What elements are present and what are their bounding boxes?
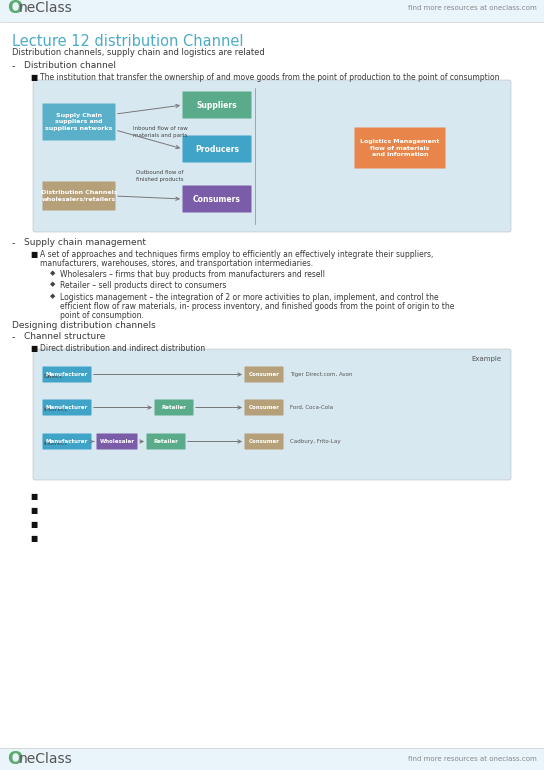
Text: Manufacturer: Manufacturer: [46, 405, 88, 410]
Text: neClass: neClass: [19, 1, 73, 15]
Text: Tiger Direct.com, Avon: Tiger Direct.com, Avon: [290, 372, 353, 377]
Text: The institution that transfer the ownership of and move goods from the point of : The institution that transfer the owners…: [40, 73, 499, 82]
Text: Channel structure: Channel structure: [24, 332, 106, 341]
FancyBboxPatch shape: [244, 400, 283, 416]
Text: Cadbury, Frito-Lay: Cadbury, Frito-Lay: [290, 439, 341, 444]
FancyBboxPatch shape: [244, 434, 283, 450]
FancyBboxPatch shape: [42, 434, 91, 450]
FancyBboxPatch shape: [244, 367, 283, 383]
FancyBboxPatch shape: [33, 80, 511, 232]
Text: efficient flow of raw materials, in- process inventory, and finished goods from : efficient flow of raw materials, in- pro…: [60, 302, 454, 311]
Text: Supply Chain
suppliers and
suppliers networks: Supply Chain suppliers and suppliers net…: [45, 113, 113, 131]
Text: ■: ■: [30, 492, 37, 501]
Text: Suppliers: Suppliers: [197, 101, 237, 109]
Text: Direct: Direct: [43, 374, 62, 379]
Text: Example: Example: [471, 356, 501, 362]
FancyBboxPatch shape: [355, 128, 446, 169]
Text: point of consumption.: point of consumption.: [60, 311, 144, 320]
Text: Consumers: Consumers: [193, 195, 241, 203]
FancyBboxPatch shape: [146, 434, 186, 450]
Text: A set of approaches and techniques firms employ to efficiently an effectively in: A set of approaches and techniques firms…: [40, 250, 434, 259]
Text: -: -: [12, 332, 15, 342]
Text: Consumer: Consumer: [249, 439, 280, 444]
Text: neClass: neClass: [19, 752, 73, 766]
Text: ■: ■: [30, 506, 37, 515]
Text: ■: ■: [30, 344, 37, 353]
Text: -: -: [12, 61, 15, 71]
FancyBboxPatch shape: [0, 748, 544, 770]
Text: O: O: [7, 0, 22, 17]
FancyBboxPatch shape: [42, 182, 115, 210]
FancyBboxPatch shape: [182, 136, 251, 162]
Text: ◆: ◆: [50, 281, 55, 287]
Text: ■: ■: [30, 250, 37, 259]
Text: ■: ■: [30, 520, 37, 529]
Text: Distribution Channels
wholesalers/retailers: Distribution Channels wholesalers/retail…: [41, 190, 118, 202]
Text: Inbound flow of raw
materials and parts: Inbound flow of raw materials and parts: [133, 126, 187, 138]
FancyBboxPatch shape: [42, 103, 115, 140]
Text: Supply chain management: Supply chain management: [24, 238, 146, 247]
Text: -: -: [12, 238, 15, 248]
Text: ■: ■: [30, 534, 37, 543]
Text: Retailer – sell products direct to consumers: Retailer – sell products direct to consu…: [60, 281, 226, 290]
FancyBboxPatch shape: [96, 434, 138, 450]
Text: Designing distribution channels: Designing distribution channels: [12, 321, 156, 330]
Text: Producers: Producers: [195, 145, 239, 153]
Text: Indirect: Indirect: [43, 407, 67, 412]
FancyBboxPatch shape: [182, 92, 251, 119]
Text: Lecture 12 distribution Channel: Lecture 12 distribution Channel: [12, 34, 244, 49]
Text: Logistics Management
flow of materials
and information: Logistics Management flow of materials a…: [360, 139, 440, 157]
Text: Wholesaler: Wholesaler: [100, 439, 134, 444]
Text: ◆: ◆: [50, 270, 55, 276]
FancyBboxPatch shape: [154, 400, 194, 416]
Text: Retailer: Retailer: [162, 405, 187, 410]
Text: find more resources at oneclass.com: find more resources at oneclass.com: [408, 5, 537, 11]
Text: O: O: [7, 750, 22, 768]
Text: Outbound flow of
finished products: Outbound flow of finished products: [136, 170, 184, 182]
FancyBboxPatch shape: [42, 400, 91, 416]
Text: Logistics management – the integration of 2 or more activities to plan, implemen: Logistics management – the integration o…: [60, 293, 438, 302]
Text: Consumer: Consumer: [249, 405, 280, 410]
Text: Indirect: Indirect: [43, 441, 67, 446]
FancyBboxPatch shape: [0, 0, 544, 22]
Text: manufacturers, warehouses, stores, and transportation intermediaries.: manufacturers, warehouses, stores, and t…: [40, 259, 313, 268]
Text: Direct distribution and indirect distribution: Direct distribution and indirect distrib…: [40, 344, 205, 353]
Text: Retailer: Retailer: [153, 439, 178, 444]
Text: Manufacturer: Manufacturer: [46, 372, 88, 377]
Text: Consumer: Consumer: [249, 372, 280, 377]
FancyBboxPatch shape: [182, 186, 251, 213]
FancyBboxPatch shape: [33, 349, 511, 480]
Text: ■: ■: [30, 73, 37, 82]
Text: Distribution channels, supply chain and logistics are related: Distribution channels, supply chain and …: [12, 48, 265, 57]
Text: Ford, Coca-Cola: Ford, Coca-Cola: [290, 405, 333, 410]
Text: Distribution channel: Distribution channel: [24, 61, 116, 70]
Text: Wholesalers – firms that buy products from manufacturers and resell: Wholesalers – firms that buy products fr…: [60, 270, 325, 279]
Text: find more resources at oneclass.com: find more resources at oneclass.com: [408, 756, 537, 762]
Text: ◆: ◆: [50, 293, 55, 299]
Text: Manufacturer: Manufacturer: [46, 439, 88, 444]
FancyBboxPatch shape: [42, 367, 91, 383]
